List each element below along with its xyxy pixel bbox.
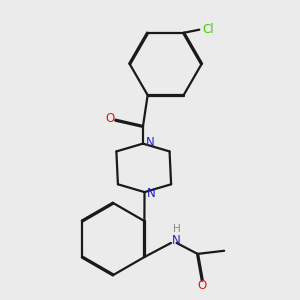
Text: N: N	[147, 187, 156, 200]
Text: H: H	[173, 224, 181, 234]
Text: Cl: Cl	[202, 23, 214, 36]
Text: N: N	[146, 136, 154, 148]
Text: O: O	[198, 279, 207, 292]
Text: O: O	[106, 112, 115, 125]
Text: N: N	[172, 234, 181, 247]
